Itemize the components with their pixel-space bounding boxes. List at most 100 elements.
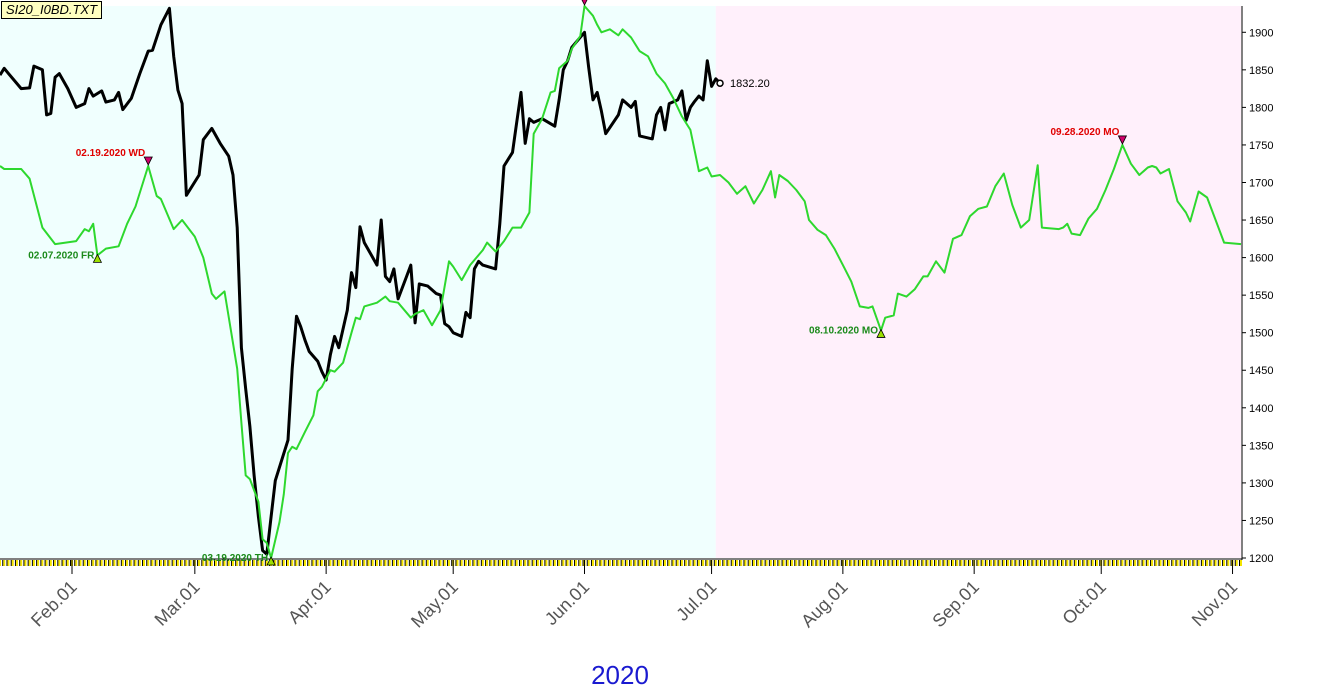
day-tick-fill [850, 560, 853, 566]
day-tick-fill [11, 560, 14, 566]
day-tick-fill [981, 560, 984, 566]
day-tick-fill [524, 560, 527, 566]
y-tick-label: 1800 [1249, 102, 1273, 114]
day-tick-fill [1151, 560, 1154, 566]
day-tick-fill [515, 560, 518, 566]
day-tick-fill [761, 560, 764, 566]
day-tick-fill [951, 560, 954, 566]
day-tick-fill [181, 560, 184, 566]
day-tick-fill [990, 560, 993, 566]
x-tick-label: Oct.01 [1058, 577, 1110, 629]
day-tick-fill [994, 560, 997, 566]
series-line-1 [0, 5, 1242, 559]
day-tick-fill [198, 560, 201, 566]
day-tick-fill [439, 560, 442, 566]
day-tick-fill [1214, 560, 1217, 566]
day-tick-fill [956, 560, 959, 566]
day-tick-fill [799, 560, 802, 566]
day-tick-fill [1125, 560, 1128, 566]
low-marker [266, 556, 276, 566]
day-tick-fill [329, 560, 332, 566]
day-tick-fill [731, 560, 734, 566]
day-tick-fill [757, 560, 760, 566]
day-tick-fill [388, 560, 391, 566]
day-tick-fill [985, 560, 988, 566]
day-tick-fill [905, 560, 908, 566]
day-tick-fill [460, 560, 463, 566]
day-tick-fill [41, 560, 44, 566]
day-tick-fill [1091, 560, 1094, 566]
day-tick-fill [638, 560, 641, 566]
high-marker [143, 156, 153, 166]
day-tick-fill [1180, 560, 1183, 566]
day-tick-fill [1189, 560, 1192, 566]
day-tick-fill [464, 560, 467, 566]
day-tick-fill [253, 560, 256, 566]
day-tick-fill [820, 560, 823, 566]
day-tick-fill [414, 560, 417, 566]
day-tick-fill [126, 560, 129, 566]
day-tick-fill [689, 560, 692, 566]
day-tick-fill [134, 560, 137, 566]
y-tick-label: 1250 [1249, 515, 1273, 527]
day-tick-fill [117, 560, 120, 566]
day-tick-fill [28, 560, 31, 566]
y-tick-label: 1350 [1249, 440, 1273, 452]
day-tick-fill [1032, 560, 1035, 566]
day-tick-fill [303, 560, 306, 566]
last-price-label: 1832.20 [730, 78, 770, 90]
day-tick-fill [159, 560, 162, 566]
day-tick-fill [240, 560, 243, 566]
day-tick-fill [333, 560, 336, 566]
day-tick-fill [130, 560, 133, 566]
day-tick-fill [494, 560, 497, 566]
day-tick-fill [918, 560, 921, 566]
day-tick-fill [1019, 560, 1022, 566]
day-tick-fill [435, 560, 438, 566]
y-tick-label: 1650 [1249, 215, 1273, 227]
day-tick-fill [634, 560, 637, 566]
day-tick-fill [384, 560, 387, 566]
day-tick-fill [503, 560, 506, 566]
day-tick-fill [1193, 560, 1196, 566]
day-tick-fill [1036, 560, 1039, 566]
day-tick-fill [155, 560, 158, 566]
day-tick-fill [587, 560, 590, 566]
day-tick-fill [922, 560, 925, 566]
day-tick-fill [803, 560, 806, 566]
y-tick-label: 1500 [1249, 328, 1273, 340]
x-day-ticks [0, 560, 1242, 566]
y-tick-label: 1700 [1249, 177, 1273, 189]
day-tick-fill [422, 560, 425, 566]
y-tick-label: 1550 [1249, 290, 1273, 302]
day-tick-fill [172, 560, 175, 566]
year-label: 2020 [591, 660, 649, 689]
day-tick-fill [231, 560, 234, 566]
day-tick-fill [20, 560, 23, 566]
day-tick-fill [58, 560, 61, 566]
day-tick-fill [210, 560, 213, 566]
day-tick-fill [871, 560, 874, 566]
day-tick-fill [579, 560, 582, 566]
y-tick-label: 1200 [1249, 553, 1273, 565]
day-tick-fill [109, 560, 112, 566]
day-tick-fill [833, 560, 836, 566]
day-tick-fill [1007, 560, 1010, 566]
day-tick-fill [591, 560, 594, 566]
high-label: 02.19.2020 WD [76, 148, 146, 159]
day-tick-fill [1066, 560, 1069, 566]
annotations: 1832.20 02.19.2020 WD 02.07.2020 FR 03.19.2… [28, 0, 1128, 566]
day-tick-fill [778, 560, 781, 566]
day-tick-fill [1028, 560, 1031, 566]
series-line-0 [0, 6, 722, 556]
day-tick-fill [426, 560, 429, 566]
x-tick-label: Sep.01 [929, 577, 983, 631]
day-tick-fill [960, 560, 963, 566]
low-label: 02.07.2020 FR [28, 250, 95, 261]
day-tick-fill [337, 560, 340, 566]
day-tick-fill [380, 560, 383, 566]
day-tick-fill [541, 560, 544, 566]
day-tick-fill [83, 560, 86, 566]
day-tick-fill [824, 560, 827, 566]
day-tick-fill [0, 560, 1, 566]
